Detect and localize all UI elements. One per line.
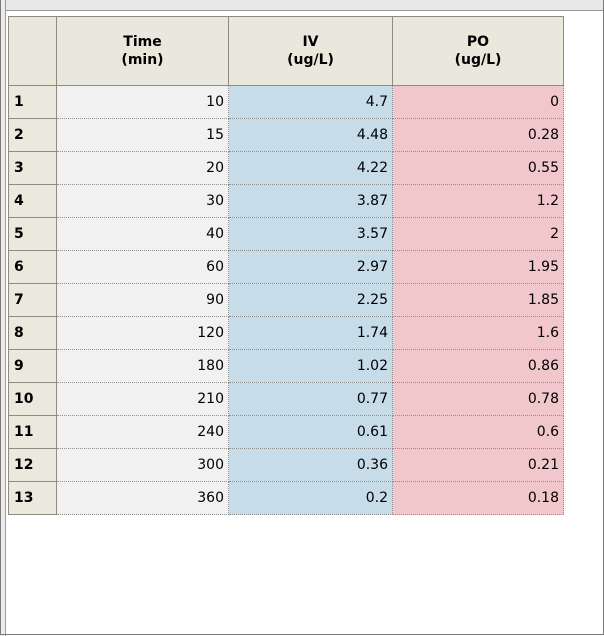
time-cell[interactable]: 60 — [56, 250, 229, 284]
row-header-cell[interactable]: 9 — [8, 349, 57, 383]
iv-cell[interactable]: 0.36 — [228, 448, 393, 482]
window-left-edge — [0, 0, 6, 636]
iv-cell[interactable]: 3.87 — [228, 184, 393, 218]
table-row: 7 90 2.25 1.85 — [8, 283, 564, 317]
column-header-iv[interactable]: IV (ug/L) — [228, 16, 393, 86]
time-cell[interactable]: 30 — [56, 184, 229, 218]
data-grid: Time (min) IV (ug/L) PO (ug/L) 1 10 4.7 0 2 1… — [8, 16, 564, 515]
row-header-cell[interactable]: 13 — [8, 481, 57, 515]
po-cell[interactable]: 0.86 — [392, 349, 564, 383]
po-cell[interactable]: 0.21 — [392, 448, 564, 482]
row-header-cell[interactable]: 1 — [8, 85, 57, 119]
iv-cell[interactable]: 2.25 — [228, 283, 393, 317]
row-header-cell[interactable]: 5 — [8, 217, 57, 251]
time-cell[interactable]: 90 — [56, 283, 229, 317]
header-row: Time (min) IV (ug/L) PO (ug/L) — [8, 16, 564, 86]
po-cell[interactable]: 0.28 — [392, 118, 564, 152]
time-cell[interactable]: 40 — [56, 217, 229, 251]
corner-header-cell[interactable] — [8, 16, 57, 86]
po-cell[interactable]: 0 — [392, 85, 564, 119]
iv-cell[interactable]: 4.48 — [228, 118, 393, 152]
table-row: 8 120 1.74 1.6 — [8, 316, 564, 350]
iv-cell[interactable]: 1.02 — [228, 349, 393, 383]
row-header-cell[interactable]: 2 — [8, 118, 57, 152]
time-cell[interactable]: 20 — [56, 151, 229, 185]
row-header-cell[interactable]: 3 — [8, 151, 57, 185]
table-row: 9 180 1.02 0.86 — [8, 349, 564, 383]
iv-cell[interactable]: 0.2 — [228, 481, 393, 515]
po-cell[interactable]: 2 — [392, 217, 564, 251]
time-cell[interactable]: 300 — [56, 448, 229, 482]
table-row: 13 360 0.2 0.18 — [8, 481, 564, 515]
table-row: 1 10 4.7 0 — [8, 85, 564, 119]
time-cell[interactable]: 15 — [56, 118, 229, 152]
time-cell[interactable]: 120 — [56, 316, 229, 350]
po-cell[interactable]: 0.55 — [392, 151, 564, 185]
time-cell[interactable]: 10 — [56, 85, 229, 119]
row-header-cell[interactable]: 4 — [8, 184, 57, 218]
time-cell[interactable]: 210 — [56, 382, 229, 416]
row-header-cell[interactable]: 12 — [8, 448, 57, 482]
row-header-cell[interactable]: 7 — [8, 283, 57, 317]
time-cell[interactable]: 360 — [56, 481, 229, 515]
iv-cell[interactable]: 4.22 — [228, 151, 393, 185]
po-cell[interactable]: 0.78 — [392, 382, 564, 416]
row-header-cell[interactable]: 10 — [8, 382, 57, 416]
iv-cell[interactable]: 0.77 — [228, 382, 393, 416]
table-row: 2 15 4.48 0.28 — [8, 118, 564, 152]
table-row: 3 20 4.22 0.55 — [8, 151, 564, 185]
iv-cell[interactable]: 1.74 — [228, 316, 393, 350]
po-cell[interactable]: 1.6 — [392, 316, 564, 350]
time-cell[interactable]: 240 — [56, 415, 229, 449]
po-cell[interactable]: 1.2 — [392, 184, 564, 218]
table-row: 10 210 0.77 0.78 — [8, 382, 564, 416]
row-header-cell[interactable]: 11 — [8, 415, 57, 449]
iv-cell[interactable]: 0.61 — [228, 415, 393, 449]
iv-cell[interactable]: 4.7 — [228, 85, 393, 119]
time-cell[interactable]: 180 — [56, 349, 229, 383]
column-header-time[interactable]: Time (min) — [56, 16, 229, 86]
row-header-cell[interactable]: 8 — [8, 316, 57, 350]
iv-cell[interactable]: 2.97 — [228, 250, 393, 284]
window-top-edge — [0, 0, 604, 11]
po-cell[interactable]: 0.6 — [392, 415, 564, 449]
table-row: 12 300 0.36 0.21 — [8, 448, 564, 482]
table-row: 6 60 2.97 1.95 — [8, 250, 564, 284]
column-header-po[interactable]: PO (ug/L) — [392, 16, 564, 86]
grid-body: 1 10 4.7 0 2 15 4.48 0.28 3 20 4.22 0.55 4 30 3.87 1.2 5… — [8, 85, 564, 515]
iv-cell[interactable]: 3.57 — [228, 217, 393, 251]
table-row: 4 30 3.87 1.2 — [8, 184, 564, 218]
row-header-cell[interactable]: 6 — [8, 250, 57, 284]
po-cell[interactable]: 1.85 — [392, 283, 564, 317]
table-row: 11 240 0.61 0.6 — [8, 415, 564, 449]
po-cell[interactable]: 0.18 — [392, 481, 564, 515]
po-cell[interactable]: 1.95 — [392, 250, 564, 284]
table-row: 5 40 3.57 2 — [8, 217, 564, 251]
